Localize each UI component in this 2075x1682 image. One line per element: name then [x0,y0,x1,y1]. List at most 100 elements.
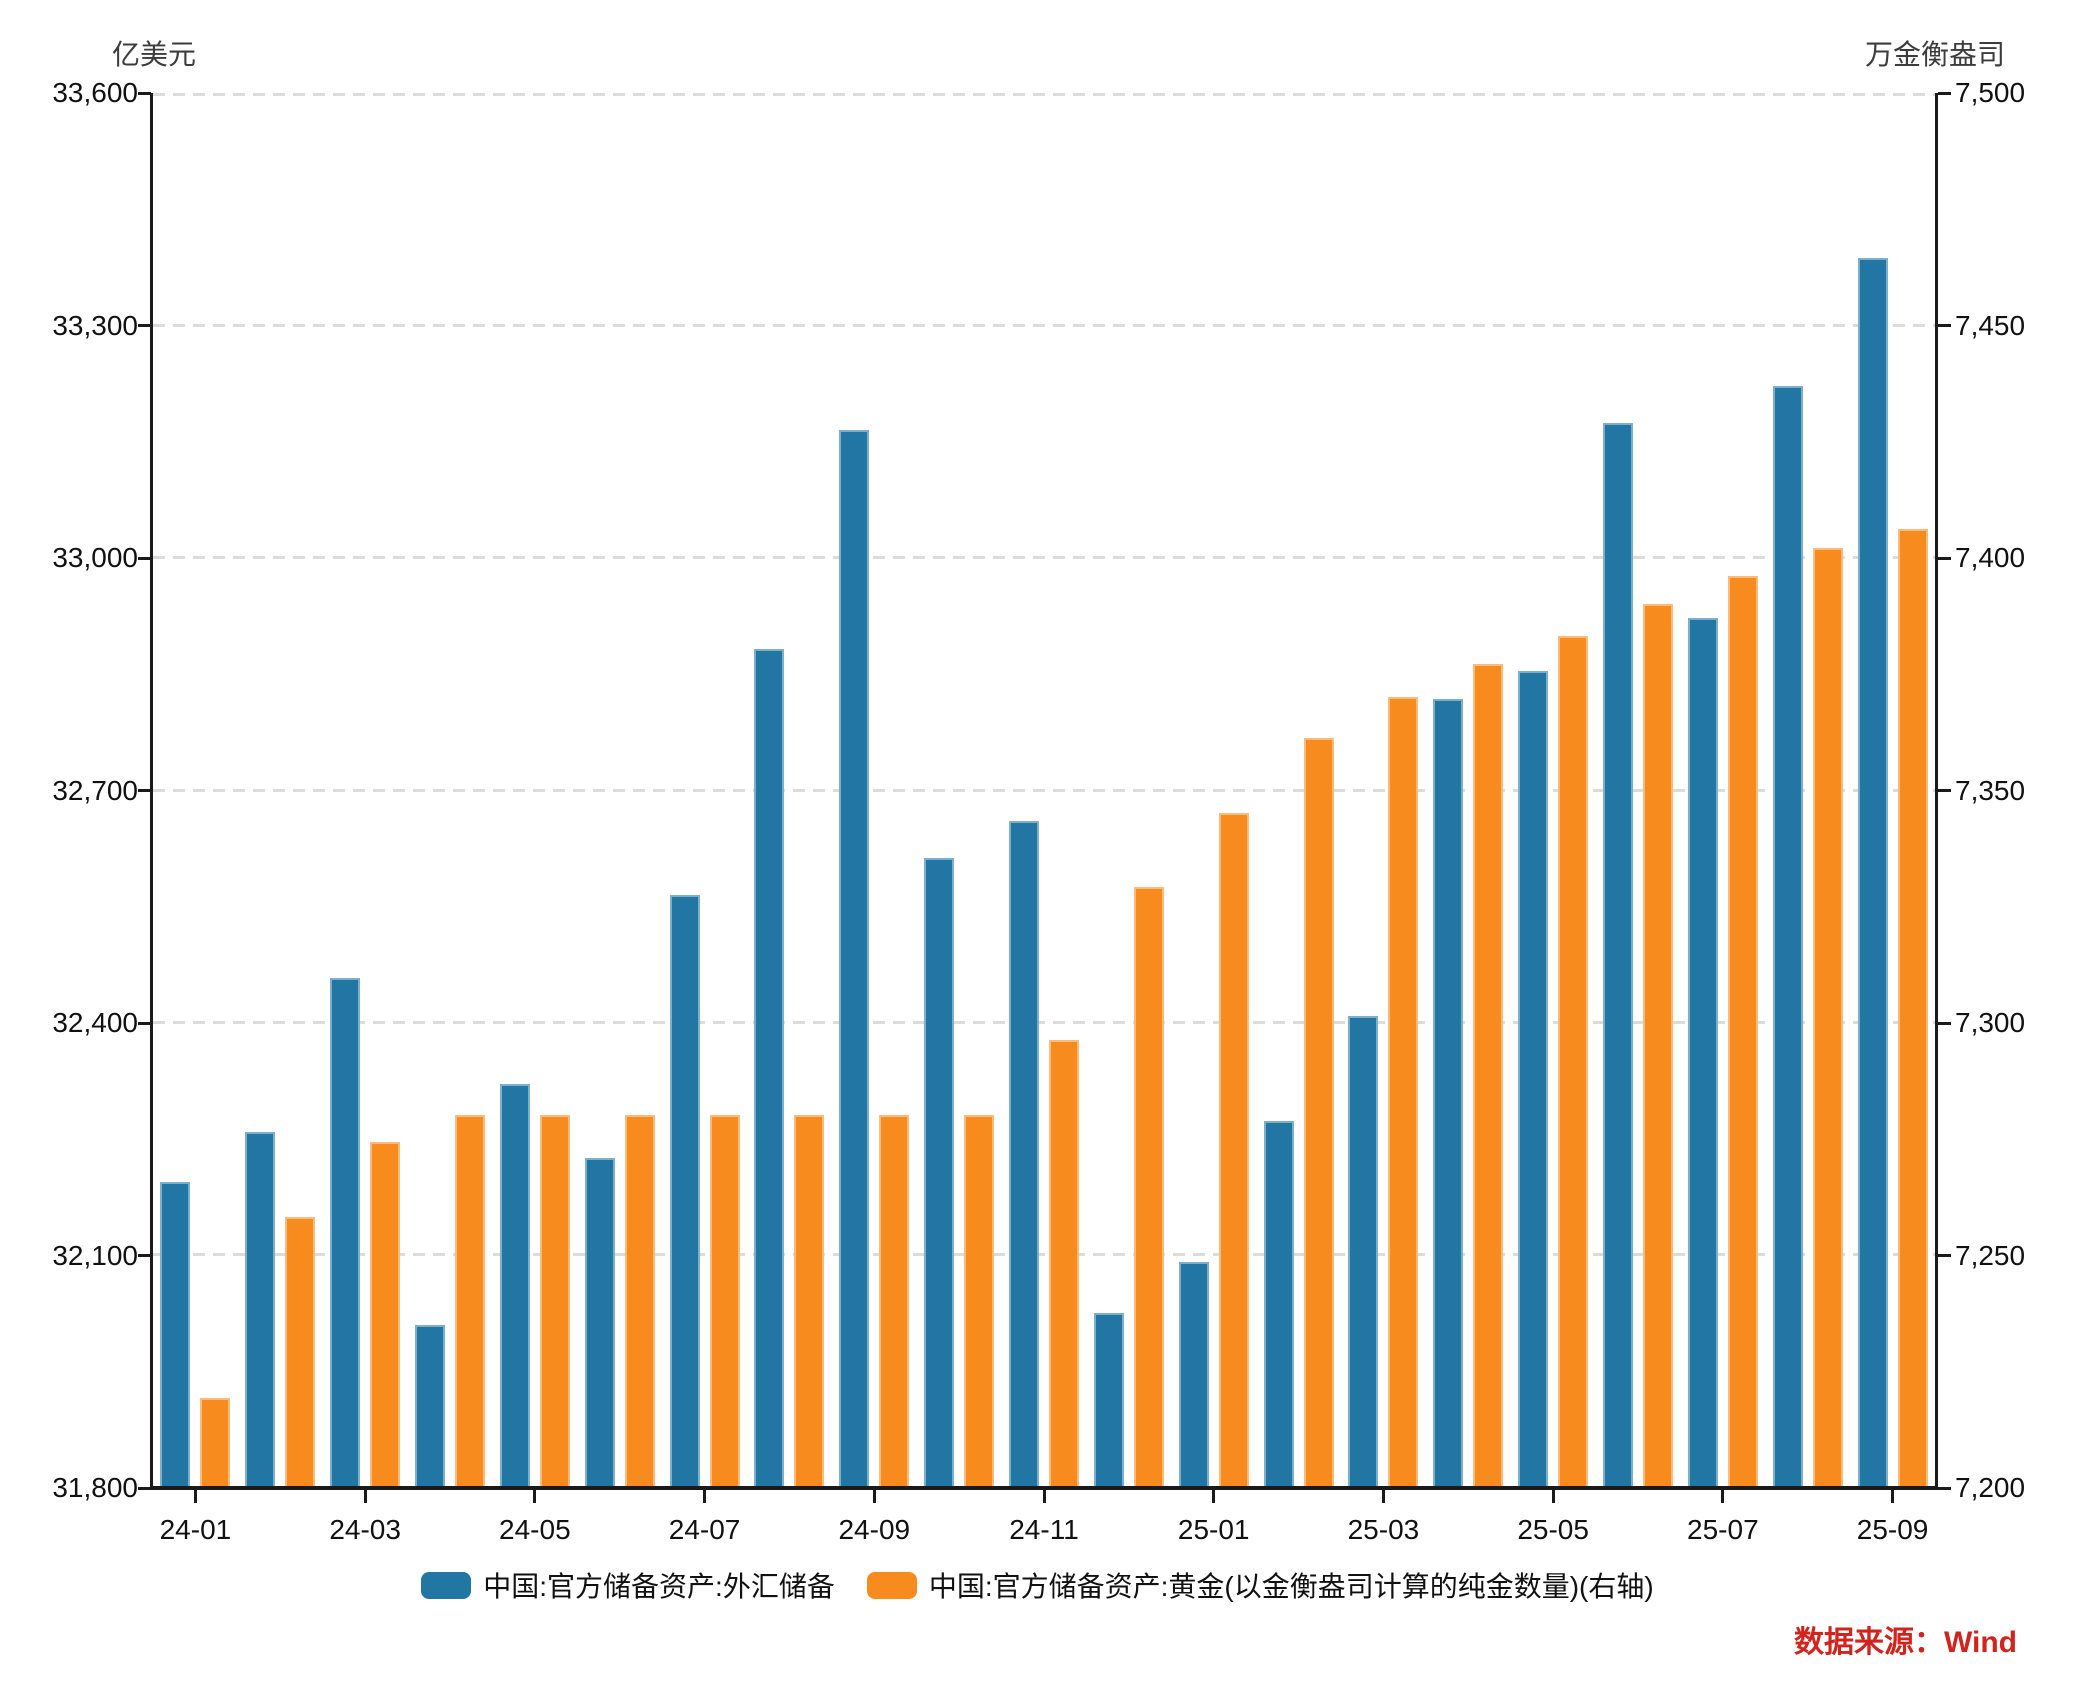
y-tick-left [138,789,151,792]
plot-area [150,93,1938,1490]
bar-group-25-05 [1511,93,1596,1486]
gold-reserves-bar-24-01 [200,1397,231,1486]
y-tick-label-right: 7,350 [1955,774,2026,806]
bar-group-25-02 [1256,93,1341,1486]
legend: 中国:官方储备资产:外汇储备 中国:官方储备资产:黄金(以金衡盎司计算的纯金数量… [0,1565,2075,1605]
gold-reserves-bar-24-10 [964,1114,995,1486]
fx-reserves-bar-24-12 [1093,1312,1124,1486]
fx-reserves-bar-24-03 [330,977,361,1486]
fx-legend-label: 中国:官方储备资产:外汇储备 [483,1571,835,1602]
y-tick-right [1938,1254,1951,1257]
gold-reserves-bar-25-04 [1473,664,1504,1486]
fx-reserves-bar-25-02 [1263,1120,1294,1486]
gold-reserves-bar-24-04 [455,1114,485,1486]
gold-reserves-bar-24-06 [624,1114,655,1486]
y-tick-left [138,91,151,95]
gridline [153,324,1935,328]
gold-reserves-bar-24-08 [794,1114,825,1486]
y-tick-label-left: 33,600 [52,77,138,108]
gold-reserves-bar-25-01 [1218,812,1249,1486]
gold-legend-label: 中国:官方储备资产:黄金(以金衡盎司计算的纯金数量)(右轴) [928,1571,1654,1602]
y-tick-label-left: 32,700 [52,774,138,806]
bar-group-24-10 [917,93,1002,1486]
x-tick-label-24-09: 24-09 [838,1514,911,1545]
x-tick-25-09 [1891,1490,1895,1503]
fx-reserves-bar-24-10 [924,858,955,1486]
bar-group-24-06 [577,93,662,1486]
x-tick-label-25-05: 25-05 [1517,1514,1589,1545]
gridline [153,1252,1935,1256]
x-tick-25-01 [1212,1490,1216,1503]
fx-reserves-bar-25-04 [1433,698,1464,1486]
gold-reserves-bar-25-07 [1727,575,1758,1486]
x-tick-25-05 [1551,1490,1555,1503]
gridline [153,556,1935,560]
x-tick-label-24-03: 24-03 [329,1514,401,1545]
x-tick-24-09 [872,1490,876,1503]
x-tick-label-24-01: 24-01 [159,1514,232,1545]
bar-group-24-01 [153,93,238,1486]
fx-reserves-bar-25-08 [1772,385,1803,1486]
y-tick-label-left: 33,300 [52,309,138,341]
fx-reserves-bar-24-05 [499,1083,530,1486]
legend-item-fx: 中国:官方储备资产:外汇储备 [421,1565,835,1605]
gold-reserves-bar-24-03 [370,1142,401,1486]
bar-group-25-07 [1680,93,1765,1486]
gold-reserves-bar-24-02 [285,1216,316,1486]
fx-reserves-bar-24-01 [160,1181,191,1486]
x-tick-25-03 [1381,1490,1385,1503]
source-note: 数据来源：Wind [1793,1626,2017,1659]
y-tick-right [1938,1486,1951,1490]
fx-reserves-bar-24-11 [1009,821,1040,1486]
y-tick-left [138,1254,151,1257]
bar-group-24-04 [408,93,493,1486]
bar-group-25-06 [1596,93,1681,1486]
y-tick-label-right: 7,300 [1955,1007,2026,1038]
y-tick-right [1938,789,1951,792]
bar-group-25-08 [1765,93,1850,1486]
fx-legend-swatch [421,1571,472,1599]
gold-reserves-bar-24-07 [709,1114,740,1486]
fx-reserves-bar-25-07 [1687,617,1718,1486]
fx-reserves-bar-24-08 [754,648,785,1486]
bar-group-24-02 [238,93,323,1486]
x-tick-24-07 [703,1490,707,1503]
gold-legend-swatch [866,1571,917,1599]
y-tick-right [1938,1021,1951,1025]
fx-reserves-bar-24-07 [669,894,700,1486]
bar-group-24-03 [323,93,408,1486]
y-tick-label-right: 7,450 [1955,309,2026,341]
bar-group-24-08 [747,93,832,1486]
gold-reserves-bar-24-09 [879,1114,910,1486]
gold-reserves-bar-25-03 [1388,696,1419,1486]
gold-reserves-bar-25-06 [1643,603,1674,1486]
right-axis-title: 万金衡盎司 [1864,39,2005,70]
fx-reserves-bar-24-02 [245,1131,276,1486]
y-tick-left [138,324,151,327]
x-tick-label-24-07: 24-07 [668,1514,741,1545]
x-tick-label-25-07: 25-07 [1687,1514,1759,1545]
x-tick-24-01 [193,1490,197,1503]
y-tick-left [138,556,151,560]
left-axis-title: 亿美元 [112,39,197,70]
bar-group-24-05 [492,93,577,1486]
x-tick-24-05 [533,1490,537,1503]
x-tick-label-25-03: 25-03 [1347,1514,1420,1545]
y-tick-label-left: 31,800 [52,1472,138,1503]
bar-group-25-01 [1171,93,1256,1486]
y-tick-right [1938,556,1951,560]
x-tick-label-24-11: 24-11 [1009,1514,1079,1545]
bars-container [153,93,1935,1486]
fx-reserves-bar-24-09 [839,430,870,1486]
gold-reserves-bar-25-05 [1558,636,1589,1486]
bar-group-24-12 [1086,93,1171,1486]
fx-reserves-bar-25-05 [1518,671,1549,1486]
x-tick-label-24-05: 24-05 [499,1514,571,1545]
gold-reserves-bar-24-12 [1133,887,1164,1486]
y-tick-left [138,1486,151,1490]
fx-reserves-bar-25-01 [1178,1261,1209,1486]
fx-reserves-bar-25-06 [1603,422,1634,1486]
gridline [153,788,1935,792]
y-tick-label-left: 32,400 [52,1007,138,1038]
